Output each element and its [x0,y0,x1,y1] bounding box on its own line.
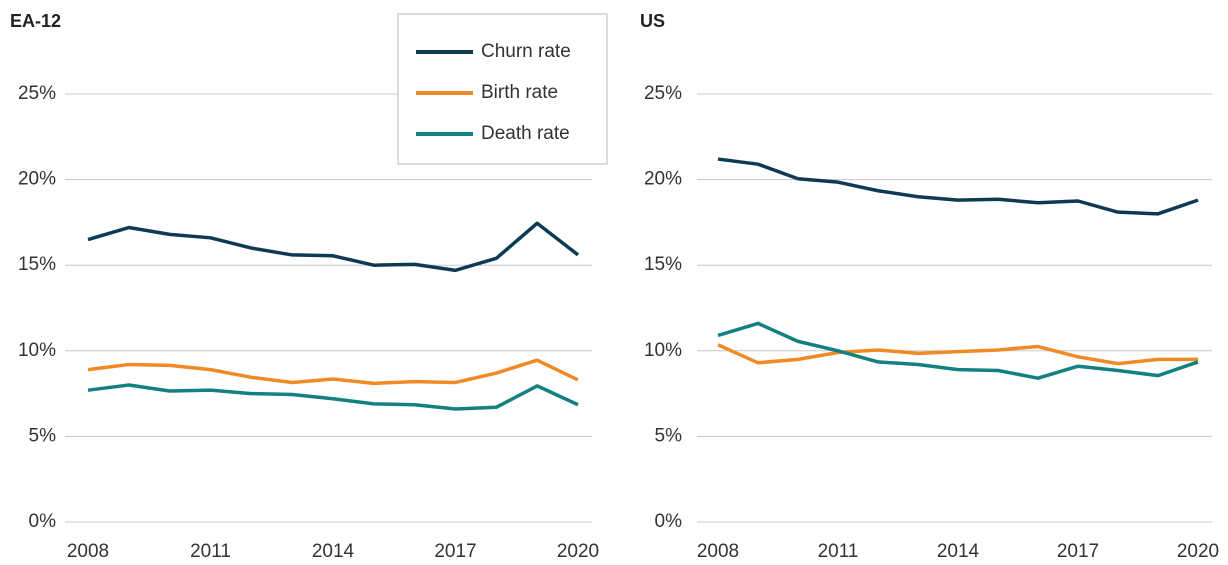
x-tick-label: 2008 [67,541,109,562]
legend-label: Death rate [481,123,570,144]
y-tick-label: 20% [18,169,56,190]
series-line [717,157,1199,216]
series-line [87,358,579,386]
series-line [87,221,580,273]
y-tick-label: 10% [18,340,56,361]
y-tick-label: 0% [655,511,683,532]
x-tick-label: 2017 [1057,541,1099,562]
x-tick-label: 2017 [434,541,476,562]
legend-box [397,13,608,165]
y-tick-label: 0% [29,511,57,532]
y-tick-label: 10% [644,340,682,361]
chart-title: EA-12 [10,11,61,31]
series-line [87,383,579,411]
x-tick-label: 2014 [312,541,355,562]
y-tick-label: 15% [18,254,56,275]
series-line [717,343,1198,366]
y-tick-label: 25% [644,83,682,104]
chart-title: US [640,11,665,31]
x-tick-label: 2011 [190,541,231,562]
y-tick-label: 5% [29,425,57,446]
x-tick-label: 2020 [1177,541,1219,562]
y-tick-label: 15% [644,254,682,275]
x-tick-label: 2020 [557,541,599,562]
legend-label: Churn rate [481,41,571,62]
y-tick-label: 5% [655,425,683,446]
y-tick-label: 20% [644,169,682,190]
legend-label: Birth rate [481,82,558,103]
x-tick-label: 2008 [697,541,739,562]
series-line [717,321,1199,380]
x-tick-label: 2011 [818,541,859,562]
x-tick-label: 2014 [937,541,980,562]
y-tick-label: 25% [18,83,56,104]
